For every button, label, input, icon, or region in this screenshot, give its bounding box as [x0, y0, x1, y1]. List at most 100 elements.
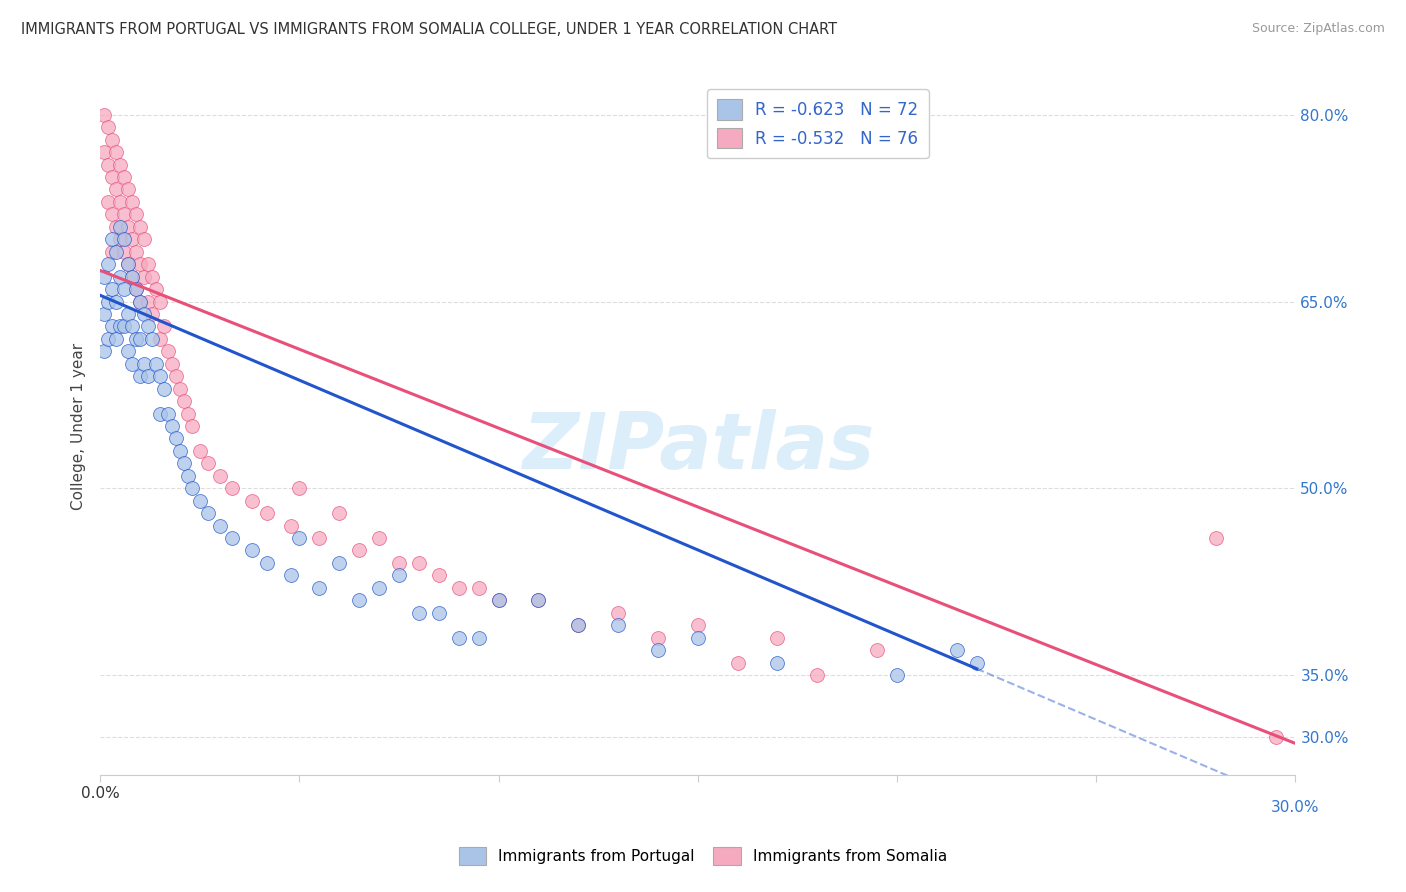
Point [101, 282, 124, 296]
Point [647, 631, 669, 645]
Point [467, 631, 489, 645]
Point [93, 269, 115, 284]
Point [208, 518, 231, 533]
Point [686, 618, 709, 632]
Point [129, 369, 152, 384]
Point [149, 332, 172, 346]
Point [647, 643, 669, 657]
Point [125, 332, 148, 346]
Point [108, 158, 131, 172]
Text: IMMIGRANTS FROM PORTUGAL VS IMMIGRANTS FROM SOMALIA COLLEGE, UNDER 1 YEAR CORREL: IMMIGRANTS FROM PORTUGAL VS IMMIGRANTS F… [21, 22, 837, 37]
Point [427, 606, 450, 620]
Point [132, 232, 155, 246]
Point [180, 481, 202, 495]
Point [368, 581, 391, 595]
Point [112, 244, 135, 259]
Point [97, 120, 120, 135]
Point [197, 456, 219, 470]
Point [153, 319, 176, 334]
Point [93, 108, 115, 122]
Point [121, 269, 143, 284]
Point [188, 443, 211, 458]
Point [447, 581, 470, 595]
Point [567, 618, 589, 632]
Point [129, 294, 152, 309]
Point [149, 407, 172, 421]
Point [105, 332, 128, 346]
Point [347, 543, 370, 558]
Point [177, 468, 200, 483]
Point [97, 158, 120, 172]
Point [308, 581, 330, 595]
Point [527, 593, 550, 607]
Point [280, 568, 302, 582]
Point [153, 382, 176, 396]
Point [101, 232, 124, 246]
Point [488, 593, 510, 607]
Point [149, 369, 172, 384]
Point [108, 194, 131, 209]
Point [132, 307, 155, 321]
Point [156, 344, 179, 359]
Point [97, 332, 120, 346]
Point [101, 133, 124, 147]
Point [280, 518, 302, 533]
Point [117, 257, 139, 271]
Point [607, 606, 630, 620]
Point [328, 556, 350, 570]
Point [121, 194, 143, 209]
Point [488, 593, 510, 607]
Y-axis label: College, Under 1 year: College, Under 1 year [72, 343, 86, 509]
Point [408, 606, 430, 620]
Point [141, 332, 163, 346]
Point [156, 407, 179, 421]
Point [1264, 730, 1286, 744]
Point [105, 294, 128, 309]
Point [93, 344, 115, 359]
Point [108, 219, 131, 234]
Point [129, 219, 152, 234]
Point [101, 244, 124, 259]
Point [136, 294, 159, 309]
Point [129, 257, 152, 271]
Point [806, 668, 828, 682]
Point [165, 369, 187, 384]
Point [766, 656, 789, 670]
Point [347, 593, 370, 607]
Point [112, 319, 135, 334]
Point [256, 506, 278, 520]
Point [160, 419, 183, 434]
Point [105, 219, 128, 234]
Point [97, 257, 120, 271]
Point [169, 443, 191, 458]
Point [966, 656, 988, 670]
Point [136, 319, 159, 334]
Point [125, 282, 148, 296]
Point [105, 182, 128, 196]
Point [141, 307, 163, 321]
Point [117, 344, 139, 359]
Point [467, 581, 489, 595]
Point [93, 307, 115, 321]
Text: 30.0%: 30.0% [1271, 799, 1320, 814]
Point [173, 456, 195, 470]
Point [125, 282, 148, 296]
Point [97, 194, 120, 209]
Point [208, 468, 231, 483]
Point [766, 631, 789, 645]
Point [527, 593, 550, 607]
Point [240, 493, 263, 508]
Point [136, 369, 159, 384]
Point [117, 182, 139, 196]
Point [105, 244, 128, 259]
Point [160, 357, 183, 371]
Point [105, 145, 128, 160]
Point [145, 282, 167, 296]
Point [108, 319, 131, 334]
Point [427, 568, 450, 582]
Point [132, 357, 155, 371]
Point [308, 531, 330, 545]
Point [945, 643, 967, 657]
Point [101, 169, 124, 184]
Point [112, 232, 135, 246]
